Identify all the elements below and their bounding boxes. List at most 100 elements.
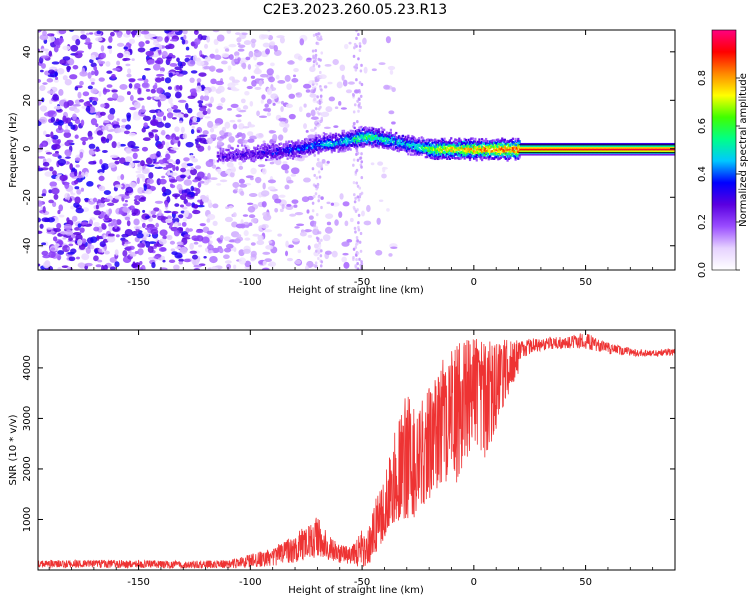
heatmap-cell (506, 152, 509, 156)
heatmap-cell (432, 151, 435, 154)
heatmap-cell (570, 142, 574, 146)
heatmap-cell (100, 103, 106, 108)
heatmap-cell (250, 218, 258, 224)
heatmap-cell (250, 159, 253, 162)
heatmap-cell (561, 144, 564, 148)
heatmap-cell (98, 91, 102, 97)
heatmap-cell (349, 148, 352, 151)
heatmap-cell (476, 140, 480, 144)
heatmap-cell (91, 70, 95, 76)
heatmap-cell (476, 147, 480, 151)
spectrogram-x-tick-label: -100 (239, 277, 262, 288)
heatmap-cell (438, 155, 441, 159)
heatmap-cell (77, 238, 83, 246)
heatmap-cell (358, 44, 362, 48)
heatmap-cell (438, 143, 441, 146)
heatmap-cell (299, 151, 303, 154)
heatmap-cell (306, 147, 309, 151)
heatmap-cell (47, 90, 56, 95)
heatmap-cell (443, 155, 446, 159)
heatmap-cell (250, 242, 256, 246)
heatmap-cell (497, 157, 500, 161)
heatmap-cell (240, 158, 244, 161)
heatmap-cell (411, 147, 414, 150)
heatmap-cell (436, 157, 439, 161)
heatmap-cell (124, 156, 133, 163)
heatmap-cell (170, 147, 179, 151)
heatmap-cell (137, 47, 146, 53)
heatmap-cell (533, 148, 536, 151)
heatmap-cell (632, 146, 635, 149)
heatmap-cell (434, 145, 437, 149)
heatmap-cell (436, 148, 439, 151)
heatmap-cell (588, 142, 591, 146)
heatmap-cell (259, 73, 269, 78)
heatmap-cell (403, 142, 406, 146)
heatmap-cell (57, 210, 61, 215)
heatmap-cell (592, 149, 595, 153)
heatmap-cell (411, 149, 414, 152)
heatmap-cell (142, 115, 151, 122)
heatmap-cell (362, 133, 366, 136)
heatmap-cell (486, 154, 489, 158)
heatmap-cell (134, 251, 139, 254)
heatmap-cell (360, 82, 364, 87)
heatmap-cell (396, 146, 399, 150)
heatmap-cell (603, 144, 606, 148)
heatmap-cell (365, 143, 368, 146)
heatmap-cell (320, 116, 324, 120)
heatmap-cell (423, 139, 426, 143)
heatmap-cell (182, 206, 188, 210)
heatmap-cell (122, 206, 129, 213)
heatmap-cell (38, 121, 42, 127)
heatmap-cell (352, 54, 356, 58)
heatmap-cell (407, 147, 410, 151)
heatmap-cell (597, 144, 600, 148)
heatmap-cell (430, 156, 433, 159)
heatmap-cell (670, 149, 673, 153)
heatmap-cell (515, 153, 519, 156)
heatmap-cell (242, 214, 249, 217)
heatmap-cell (623, 146, 626, 149)
heatmap-cell (309, 128, 316, 133)
heatmap-cell (375, 134, 378, 138)
heatmap-cell (70, 190, 74, 195)
heatmap-cell (590, 142, 594, 146)
heatmap-cell (378, 199, 384, 202)
heatmap-cell (261, 94, 266, 100)
heatmap-cell (336, 136, 339, 140)
heatmap-cell (342, 134, 346, 137)
heatmap-cell (314, 136, 317, 139)
heatmap-cell (479, 153, 482, 156)
heatmap-cell (376, 139, 379, 142)
heatmap-cell (203, 95, 210, 101)
heatmap-cell (549, 142, 552, 146)
heatmap-cell (541, 146, 544, 149)
heatmap-cell (246, 156, 249, 159)
heatmap-cell (322, 137, 325, 140)
heatmap-cell (319, 254, 323, 258)
heatmap-cell (371, 145, 374, 149)
heatmap-cell (616, 146, 619, 149)
heatmap-cell (303, 143, 307, 147)
heatmap-cell (573, 144, 576, 148)
heatmap-cell (257, 156, 260, 160)
heatmap-cell (459, 151, 462, 154)
heatmap-cell (212, 220, 218, 227)
heatmap-cell (90, 88, 98, 94)
heatmap-cell (215, 68, 224, 73)
heatmap-cell (312, 140, 315, 143)
heatmap-cell (321, 137, 324, 140)
heatmap-cell (633, 148, 637, 151)
heatmap-cell (47, 110, 56, 115)
heatmap-cell (632, 149, 635, 153)
heatmap-cell (495, 142, 498, 145)
heatmap-cell (664, 146, 667, 149)
heatmap-cell (356, 128, 359, 132)
heatmap-cell (108, 222, 114, 228)
heatmap-cell (356, 239, 359, 243)
heatmap-cell (99, 172, 104, 176)
heatmap-cell (545, 142, 548, 146)
heatmap-cell (79, 151, 84, 159)
heatmap-cell (183, 210, 190, 216)
